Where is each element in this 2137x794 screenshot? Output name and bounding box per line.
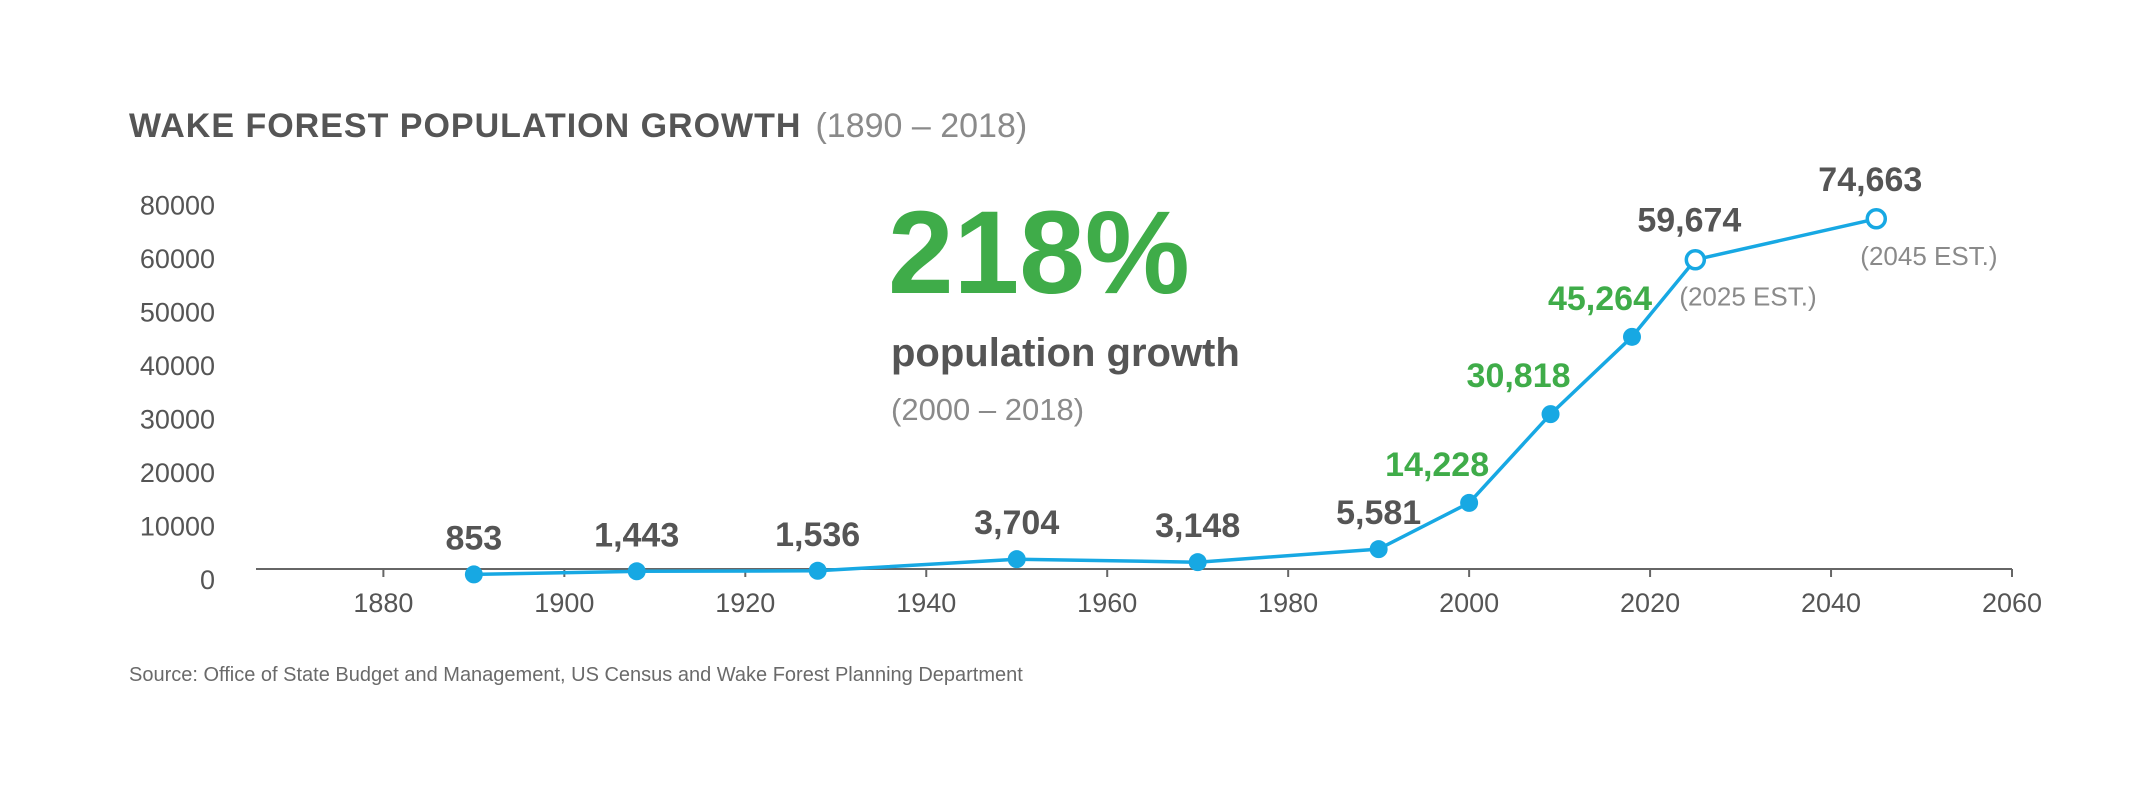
data-point: [627, 562, 646, 581]
data-label: 1,536: [775, 516, 860, 554]
y-tick-label: 40000: [140, 351, 215, 381]
x-tick-label: 1880: [353, 588, 413, 618]
data-label: 853: [445, 519, 502, 557]
callout-percentage: 218%: [888, 187, 1190, 319]
x-tick-label: 1900: [534, 588, 594, 618]
source-note: Source: Office of State Budget and Manag…: [129, 664, 1023, 686]
x-tick-label: 2000: [1439, 588, 1499, 618]
data-label: 30,818: [1467, 357, 1571, 395]
x-tick-label: 2040: [1801, 588, 1861, 618]
data-point: [1622, 327, 1641, 346]
y-tick-label: 30000: [140, 405, 215, 435]
y-tick-label: 20000: [140, 458, 215, 488]
y-tick-label: 60000: [140, 244, 215, 274]
data-point-estimate: [1684, 248, 1707, 271]
data-label: 14,228: [1385, 446, 1489, 484]
data-label: 59,674: [1637, 202, 1741, 240]
chart-title-main: WAKE FOREST POPULATION GROWTH: [129, 107, 801, 145]
chart-title: WAKE FOREST POPULATION GROWTH (1890 – 201…: [129, 107, 1027, 145]
y-tick-label: 0: [200, 565, 215, 595]
data-label: 3,704: [974, 504, 1059, 542]
y-tick-label: 80000: [140, 191, 215, 221]
y-tick-label: 50000: [140, 298, 215, 328]
data-point: [1369, 540, 1388, 559]
data-point: [464, 565, 483, 584]
x-tick-label: 2060: [1982, 588, 2042, 618]
data-point-estimate: [1865, 208, 1888, 230]
x-tick-label: 1960: [1077, 588, 1137, 618]
data-point: [1007, 550, 1026, 569]
data-label: 45,264: [1548, 280, 1652, 318]
data-label: 3,148: [1155, 507, 1240, 545]
data-label: 74,663: [1818, 161, 1922, 199]
chart-subtitle: (1890 – 2018): [815, 107, 1027, 145]
y-tick-label: 10000: [140, 512, 215, 542]
estimate-note: (2045 EST.): [1860, 241, 1997, 271]
data-point: [1541, 405, 1560, 424]
callout-period: (2000 – 2018): [891, 392, 1084, 427]
data-point: [1188, 553, 1207, 572]
estimate-note: (2025 EST.): [1679, 282, 1816, 312]
x-tick-label: 1920: [715, 588, 775, 618]
data-point: [808, 561, 827, 580]
x-tick-label: 1980: [1258, 588, 1318, 618]
x-tick-label: 2020: [1620, 588, 1680, 618]
callout-text: population growth: [891, 331, 1240, 375]
data-label: 5,581: [1336, 494, 1421, 532]
data-point: [1460, 493, 1479, 512]
data-label: 1,443: [594, 516, 679, 554]
x-tick-label: 1940: [896, 588, 956, 618]
